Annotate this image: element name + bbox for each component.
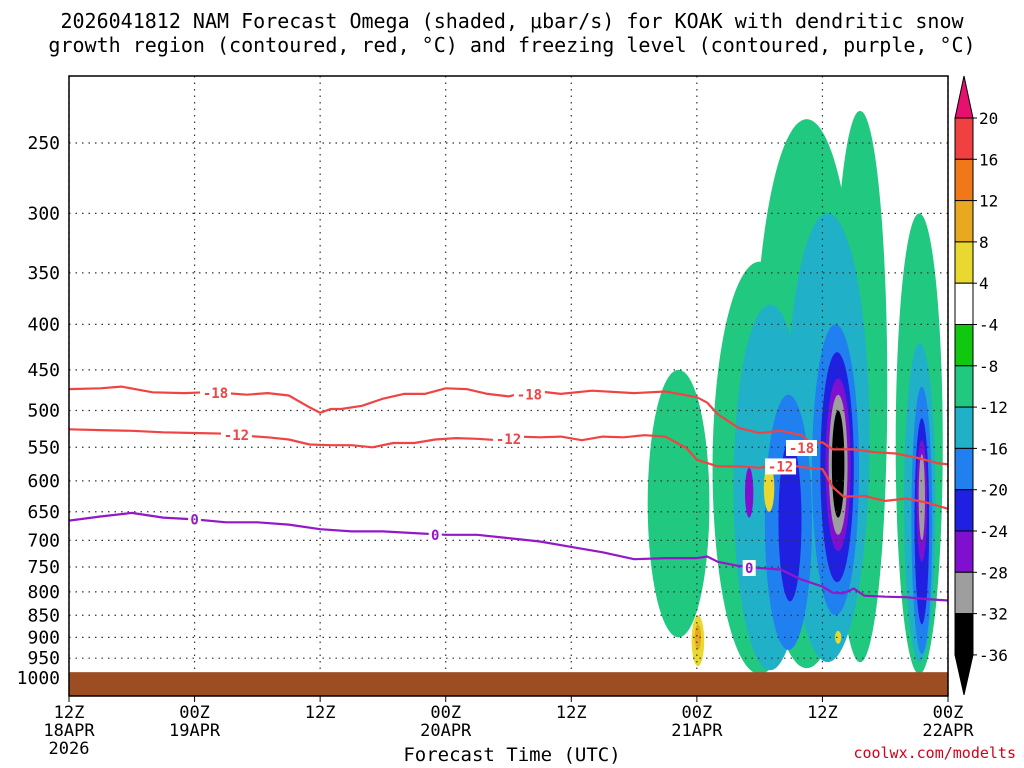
contour-line-minus12 [69, 428, 948, 510]
colorbar-label: 20 [979, 109, 998, 128]
y-tick-label: 500 [27, 401, 60, 422]
contour-label: -12 [224, 428, 249, 444]
x-tick-label: 2026 [49, 739, 90, 759]
y-tick-label: 450 [27, 360, 60, 381]
omega-shading [647, 110, 943, 675]
temperature-contours: -18 -18 -12 -12 -18 -12 0 0 0 [69, 385, 948, 602]
y-tick-label: 350 [27, 263, 60, 284]
y-tick-label: 800 [27, 582, 60, 603]
x-tick-label: 00Z [681, 703, 712, 723]
x-tick-label: 22APR [922, 721, 974, 741]
ground-fill [69, 672, 948, 696]
x-tick-label: 12Z [807, 703, 838, 723]
contour-label-bg [742, 560, 756, 577]
colorbar-swatch [954, 241, 974, 284]
contour-label-bg [188, 511, 202, 528]
contour-label: -12 [768, 459, 793, 475]
chart-title-line1: 2026041812 NAM Forecast Omega (shaded, μ… [60, 9, 964, 33]
y-tick-label: 1000 [17, 668, 60, 689]
contour-label: -18 [517, 388, 542, 404]
x-tick-label: 21APR [671, 721, 723, 741]
omega-cell [918, 454, 925, 541]
contour-label: 0 [745, 561, 753, 577]
colorbar-arrow-top [954, 75, 974, 119]
contour-line-minus18 [69, 385, 948, 466]
colorbar-swatch [954, 613, 974, 656]
y-tick-label: 950 [27, 648, 60, 669]
x-tick-label: 12Z [305, 703, 336, 723]
y-tick-label: 600 [27, 471, 60, 492]
contour-label-bg [200, 385, 231, 402]
colorbar-label: -8 [979, 357, 998, 376]
x-tick-label: 19APR [169, 721, 221, 741]
y-tick-label: 550 [27, 437, 60, 458]
contour-label: -18 [203, 386, 228, 402]
y-tick-label: 900 [27, 627, 60, 648]
contour-label-bg [786, 439, 817, 456]
omega-cell [744, 467, 754, 518]
y-tick-label: 650 [27, 502, 60, 523]
colorbar-swatch [954, 158, 974, 202]
colorbar-label: 12 [979, 192, 998, 211]
x-tick-label: 20APR [420, 721, 472, 741]
colorbar-label: 8 [979, 233, 989, 252]
x-tick-label: 12Z [54, 703, 85, 723]
y-tick-label: 850 [27, 605, 60, 626]
x-tick-label: 00Z [179, 703, 210, 723]
colorbar-swatch [954, 200, 974, 243]
contour-label: -18 [789, 441, 814, 457]
pressure-axis: 2503003504004505005506006507007508008509… [17, 133, 60, 689]
colorbar-label: -24 [979, 522, 1008, 541]
contour-label: 0 [431, 528, 439, 544]
colorbar-label: -16 [979, 439, 1008, 458]
colorbar-swatch [954, 324, 974, 367]
colorbar-swatch [954, 282, 974, 326]
contour-label-bg [765, 458, 797, 475]
contour-label: -12 [496, 432, 521, 448]
colorbar-swatch [954, 365, 974, 408]
colorbar-swatch [954, 117, 974, 160]
colorbar-swatch [954, 489, 974, 532]
colorbar-label: 4 [979, 274, 989, 293]
colorbar-arrow-bottom [954, 654, 974, 696]
colorbar-label: -4 [979, 316, 998, 335]
x-tick-label: 18APR [43, 721, 95, 741]
x-tick-label: 00Z [933, 703, 964, 723]
colorbar-swatch [954, 447, 974, 491]
colorbar-swatch [954, 406, 974, 449]
colorbar-swatch [954, 571, 974, 615]
colorbar-label: -12 [979, 398, 1008, 417]
omega-colorbar: 20 16 12 8 4 -4 -8 -12 -16 -20 -24 -28 -32 -36 [954, 75, 1008, 696]
plot-frame [68, 75, 949, 697]
x-tick-label: 00Z [430, 703, 461, 723]
contour-label-bg [428, 526, 442, 543]
colorbar-swatch [954, 530, 974, 573]
omega-cell [834, 630, 842, 644]
omega-cell [694, 624, 702, 650]
x-tick-label: 12Z [556, 703, 587, 723]
y-tick-label: 400 [27, 314, 60, 335]
y-tick-label: 750 [27, 557, 60, 578]
x-axis-label: Forecast Time (UTC) [403, 744, 621, 766]
chart-title-line2: growth region (contoured, red, °C) and f… [48, 33, 976, 57]
y-tick-label: 300 [27, 203, 60, 224]
contour-label-bg [513, 386, 545, 403]
colorbar-label: -36 [979, 646, 1008, 665]
contour-label: 0 [190, 512, 198, 528]
y-tick-label: 250 [27, 133, 60, 154]
ground-surface [69, 672, 948, 696]
site-credit: coolwx.com/modelts [853, 744, 1016, 762]
contour-label-bg [220, 427, 252, 444]
colorbar-label: -28 [979, 563, 1008, 582]
contour-label-bg [493, 430, 524, 447]
colorbar-label: 16 [979, 150, 998, 169]
colorbar-label: -20 [979, 481, 1008, 500]
colorbar-label: -32 [979, 605, 1008, 624]
y-tick-label: 700 [27, 530, 60, 551]
contour-line-0 [69, 511, 948, 602]
omega-cell [763, 464, 775, 512]
